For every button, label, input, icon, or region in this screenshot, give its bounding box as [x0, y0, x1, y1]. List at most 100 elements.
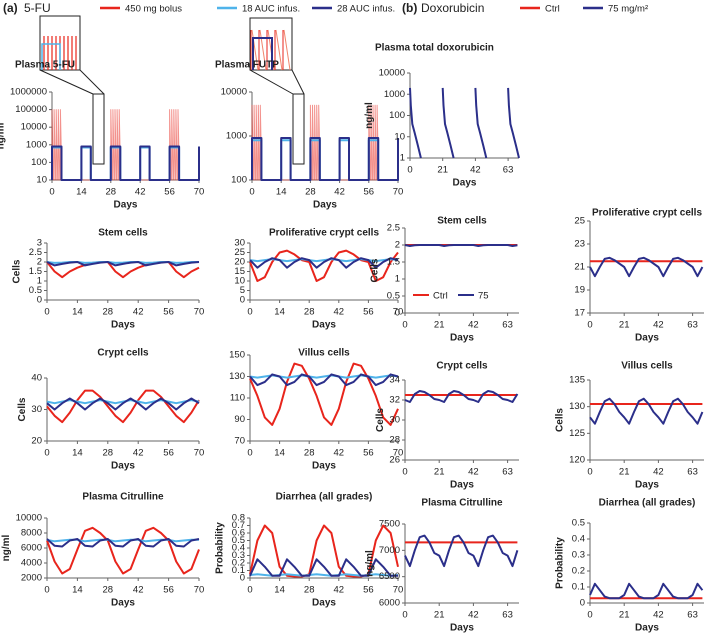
x-tick-label: 0: [247, 307, 252, 318]
x-tick-label: 0: [402, 320, 407, 331]
x-axis-label: Days: [635, 623, 659, 634]
x-tick-label: 63: [502, 320, 513, 331]
y-tick-label: 1.5: [387, 257, 400, 268]
y-tick-label: 8000: [21, 528, 42, 539]
y-tick-label: 125: [569, 428, 585, 439]
x-tick-label: 42: [133, 585, 144, 596]
chart-panel: Plasma Citrulline 2000 4000 6000 8000 10000 0 1…: [1, 492, 204, 609]
series-line: [589, 397, 704, 425]
x-axis-label: Days: [450, 480, 474, 491]
y-tick-label: 10000: [379, 68, 405, 79]
series-line: [46, 261, 200, 267]
y-tick-label: 0.3: [572, 550, 585, 561]
x-tick-label: 70: [393, 187, 404, 198]
y-tick-label: 40: [31, 373, 42, 384]
x-axis-label: Days: [114, 200, 138, 211]
y-tick-label: 90: [234, 414, 245, 425]
y-axis-label: Cells: [370, 258, 381, 282]
x-tick-label: 42: [334, 187, 345, 198]
chart-title: Stem cells: [437, 216, 487, 227]
y-tick-label: 6000: [21, 543, 42, 554]
series-line: [249, 257, 399, 269]
x-tick-label: 42: [653, 610, 664, 621]
y-tick-label: 2.5: [387, 223, 400, 234]
y-tick-label: 0: [240, 295, 245, 306]
y-tick-label: 70: [234, 436, 245, 447]
x-tick-label: 70: [194, 307, 205, 318]
y-axis-label: ng/ml: [0, 122, 7, 149]
y-tick-label: 120: [569, 455, 585, 466]
x-tick-label: 28: [305, 187, 316, 198]
x-tick-label: 21: [434, 610, 445, 621]
x-tick-label: 70: [194, 448, 205, 459]
y-tick-label: 10: [234, 276, 245, 287]
chart-panel: Villus cells 70 90 110 130 150 0 14 28 42 56 70 Days: [229, 348, 403, 472]
y-axis-label: ng/ml: [364, 102, 375, 129]
chart-title: Plasma Citrulline: [421, 498, 503, 509]
legend-label: 18 AUC infus.: [242, 4, 300, 15]
x-tick-label: 63: [687, 467, 698, 478]
x-tick-label: 21: [619, 610, 630, 621]
inset-infusion: [252, 37, 273, 70]
y-tick-label: 0.1: [572, 582, 585, 593]
y-tick-label: 15: [234, 266, 245, 277]
y-axis-label: Cells: [17, 397, 28, 421]
y-tick-label: 1000: [26, 139, 47, 150]
y-tick-label: 0.5: [29, 285, 42, 296]
x-axis-label: Days: [453, 178, 477, 189]
y-tick-label: 0.5: [572, 518, 585, 529]
chart-panel: Plasma 5-FU 10 100 1000 10000 100000 1000000 0 1…: [0, 60, 204, 211]
y-tick-label: 2.5: [29, 247, 42, 258]
y-tick-label: 0.5: [387, 291, 400, 302]
y-tick-label: 10000: [21, 122, 47, 133]
y-tick-label: 0.6: [232, 528, 245, 539]
x-tick-label: 14: [276, 187, 287, 198]
series-line: [249, 524, 399, 578]
y-tick-label: 1000: [226, 131, 247, 142]
y-tick-label: 32: [389, 395, 400, 406]
chart-title: Plasma 5-FU: [15, 60, 75, 71]
series-line: [249, 362, 399, 426]
y-tick-label: 100: [389, 110, 405, 121]
y-tick-label: 20: [234, 257, 245, 268]
y-tick-label: 26: [389, 455, 400, 466]
x-axis-label: Days: [450, 623, 474, 634]
y-tick-label: 2: [37, 257, 42, 268]
y-axis-label: Cells: [375, 408, 386, 432]
y-tick-label: 20: [31, 436, 42, 447]
x-tick-label: 14: [72, 307, 83, 318]
x-tick-label: 42: [470, 165, 481, 176]
y-tick-label: 0.4: [572, 534, 585, 545]
x-tick-label: 42: [334, 448, 345, 459]
x-tick-label: 0: [44, 448, 49, 459]
series-line: [409, 87, 520, 159]
series-line: [589, 582, 704, 600]
x-tick-label: 21: [434, 467, 445, 478]
chart-panel: Stem cells 00.511.522.53 0 14 28 42 56 70 Days Ce…: [12, 228, 205, 331]
y-tick-label: 10000: [16, 513, 42, 524]
x-tick-label: 21: [619, 467, 630, 478]
x-tick-label: 70: [393, 585, 404, 596]
chart-panel: Diarrhea (all grades) 0 0.1 0.2 0.3 0.4 0.5 0 21…: [555, 498, 704, 634]
x-tick-label: 0: [249, 187, 254, 198]
y-axis-label: Probability: [215, 522, 226, 574]
chart-title: Crypt cells: [436, 361, 488, 372]
chart-title: Diarrhea (all grades): [599, 498, 696, 509]
series-line: [249, 373, 399, 387]
y-tick-label: 0: [580, 598, 585, 609]
x-axis-label: Days: [111, 320, 135, 331]
x-axis-label: Days: [111, 598, 135, 609]
inset-spikes: [250, 30, 284, 70]
y-tick-label: 1.5: [29, 266, 42, 277]
x-axis-label: Days: [635, 333, 659, 344]
y-tick-label: 17: [574, 308, 585, 319]
panel-title: 5-FU: [24, 1, 51, 15]
x-tick-label: 28: [304, 585, 315, 596]
series-line: [46, 261, 200, 279]
series-line: [51, 109, 180, 181]
x-tick-label: 0: [247, 448, 252, 459]
y-tick-label: 6000: [379, 598, 400, 609]
y-tick-label: 0.3: [232, 550, 245, 561]
x-tick-label: 42: [133, 448, 144, 459]
